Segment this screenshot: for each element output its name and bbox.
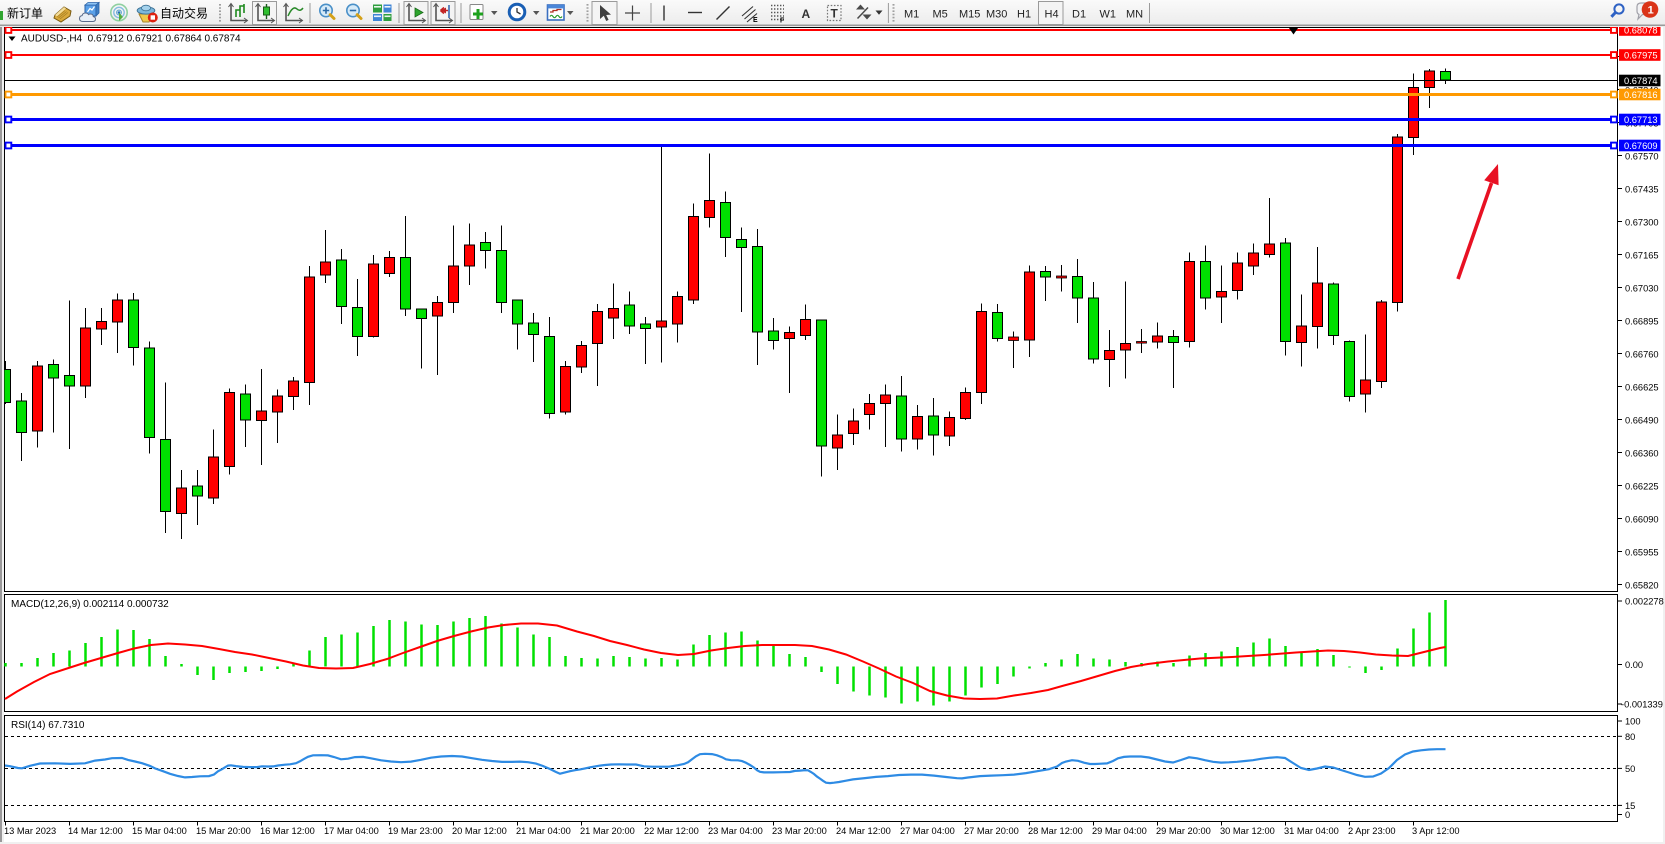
svg-text:0.67570: 0.67570 <box>1625 152 1659 162</box>
svg-text:0.67300: 0.67300 <box>1625 218 1659 228</box>
svg-text:H1: H1 <box>1017 9 1031 21</box>
svg-text:21 Mar 20:00: 21 Mar 20:00 <box>580 826 635 836</box>
svg-text:0.002278: 0.002278 <box>1625 597 1664 607</box>
svg-text:0.00: 0.00 <box>1625 660 1643 670</box>
svg-text:0.66625: 0.66625 <box>1625 383 1659 393</box>
svg-text:80: 80 <box>1625 732 1635 742</box>
svg-text:0.66760: 0.66760 <box>1625 350 1659 360</box>
svg-text:M1: M1 <box>904 9 919 21</box>
svg-text:15 Mar 20:00: 15 Mar 20:00 <box>196 826 251 836</box>
svg-text:24 Mar 12:00: 24 Mar 12:00 <box>836 826 891 836</box>
svg-text:-0.001339: -0.001339 <box>1621 700 1663 710</box>
svg-text:19 Mar 23:00: 19 Mar 23:00 <box>388 826 443 836</box>
svg-text:0.67165: 0.67165 <box>1625 251 1659 261</box>
svg-text:M15: M15 <box>959 9 980 21</box>
svg-text:0.67030: 0.67030 <box>1625 284 1659 294</box>
svg-text:新订单: 新订单 <box>7 6 43 21</box>
svg-text:A: A <box>802 7 811 21</box>
svg-text:0.66490: 0.66490 <box>1625 416 1659 426</box>
svg-text:MN: MN <box>1126 9 1143 21</box>
svg-text:27 Mar 20:00: 27 Mar 20:00 <box>964 826 1019 836</box>
svg-text:H4: H4 <box>1045 9 1059 21</box>
svg-text:0.68078: 0.68078 <box>1624 25 1658 35</box>
svg-text:0.67713: 0.67713 <box>1624 115 1658 125</box>
svg-text:0.67975: 0.67975 <box>1624 50 1658 60</box>
svg-text:13 Mar 2023: 13 Mar 2023 <box>4 826 56 836</box>
svg-text:3 Apr 12:00: 3 Apr 12:00 <box>1412 826 1460 836</box>
svg-text:20 Mar 12:00: 20 Mar 12:00 <box>452 826 507 836</box>
svg-text:0.67609: 0.67609 <box>1624 141 1658 151</box>
svg-text:自动交易: 自动交易 <box>160 6 208 21</box>
svg-text:AUDUSD-,H4 0.67912 0.67921 0.: AUDUSD-,H4 0.67912 0.67921 0.67864 0.678… <box>21 34 241 45</box>
svg-text:2 Apr 23:00: 2 Apr 23:00 <box>1348 826 1396 836</box>
svg-text:E: E <box>753 17 758 24</box>
svg-text:100: 100 <box>1625 717 1641 727</box>
svg-text:0.66090: 0.66090 <box>1625 515 1659 525</box>
svg-text:15 Mar 04:00: 15 Mar 04:00 <box>132 826 187 836</box>
svg-text:0.66895: 0.66895 <box>1625 317 1659 327</box>
svg-text:29 Mar 20:00: 29 Mar 20:00 <box>1156 826 1211 836</box>
svg-text:MACD(12,26,9) 0.002114 0.00073: MACD(12,26,9) 0.002114 0.000732 <box>11 599 169 610</box>
svg-text:T: T <box>831 7 839 21</box>
svg-text:31 Mar 04:00: 31 Mar 04:00 <box>1284 826 1339 836</box>
svg-text:27 Mar 04:00: 27 Mar 04:00 <box>900 826 955 836</box>
svg-text:0.67816: 0.67816 <box>1624 90 1658 100</box>
svg-text:M30: M30 <box>986 9 1007 21</box>
svg-text:30 Mar 12:00: 30 Mar 12:00 <box>1220 826 1275 836</box>
svg-text:RSI(14) 67.7310: RSI(14) 67.7310 <box>11 720 85 731</box>
svg-text:23 Mar 20:00: 23 Mar 20:00 <box>772 826 827 836</box>
svg-text:16 Mar 12:00: 16 Mar 12:00 <box>260 826 315 836</box>
svg-text:0.65820: 0.65820 <box>1625 581 1659 591</box>
svg-text:50: 50 <box>1625 764 1635 774</box>
svg-text:22 Mar 12:00: 22 Mar 12:00 <box>644 826 699 836</box>
svg-text:0.66225: 0.66225 <box>1625 482 1659 492</box>
svg-text:0.66360: 0.66360 <box>1625 449 1659 459</box>
svg-text:M5: M5 <box>933 9 948 21</box>
svg-text:23 Mar 04:00: 23 Mar 04:00 <box>708 826 763 836</box>
svg-text:F: F <box>780 18 785 25</box>
svg-text:D1: D1 <box>1072 9 1086 21</box>
svg-text:0.65955: 0.65955 <box>1625 548 1659 558</box>
svg-text:17 Mar 04:00: 17 Mar 04:00 <box>324 826 379 836</box>
svg-text:29 Mar 04:00: 29 Mar 04:00 <box>1092 826 1147 836</box>
svg-text:14 Mar 12:00: 14 Mar 12:00 <box>68 826 123 836</box>
svg-text:0.67435: 0.67435 <box>1625 185 1659 195</box>
svg-text:1: 1 <box>1648 5 1654 17</box>
svg-text:28 Mar 12:00: 28 Mar 12:00 <box>1028 826 1083 836</box>
svg-text:0: 0 <box>1625 810 1630 820</box>
svg-text:0.67874: 0.67874 <box>1624 76 1658 86</box>
svg-text:W1: W1 <box>1100 9 1117 21</box>
svg-text:15: 15 <box>1625 801 1635 811</box>
svg-text:21 Mar 04:00: 21 Mar 04:00 <box>516 826 571 836</box>
